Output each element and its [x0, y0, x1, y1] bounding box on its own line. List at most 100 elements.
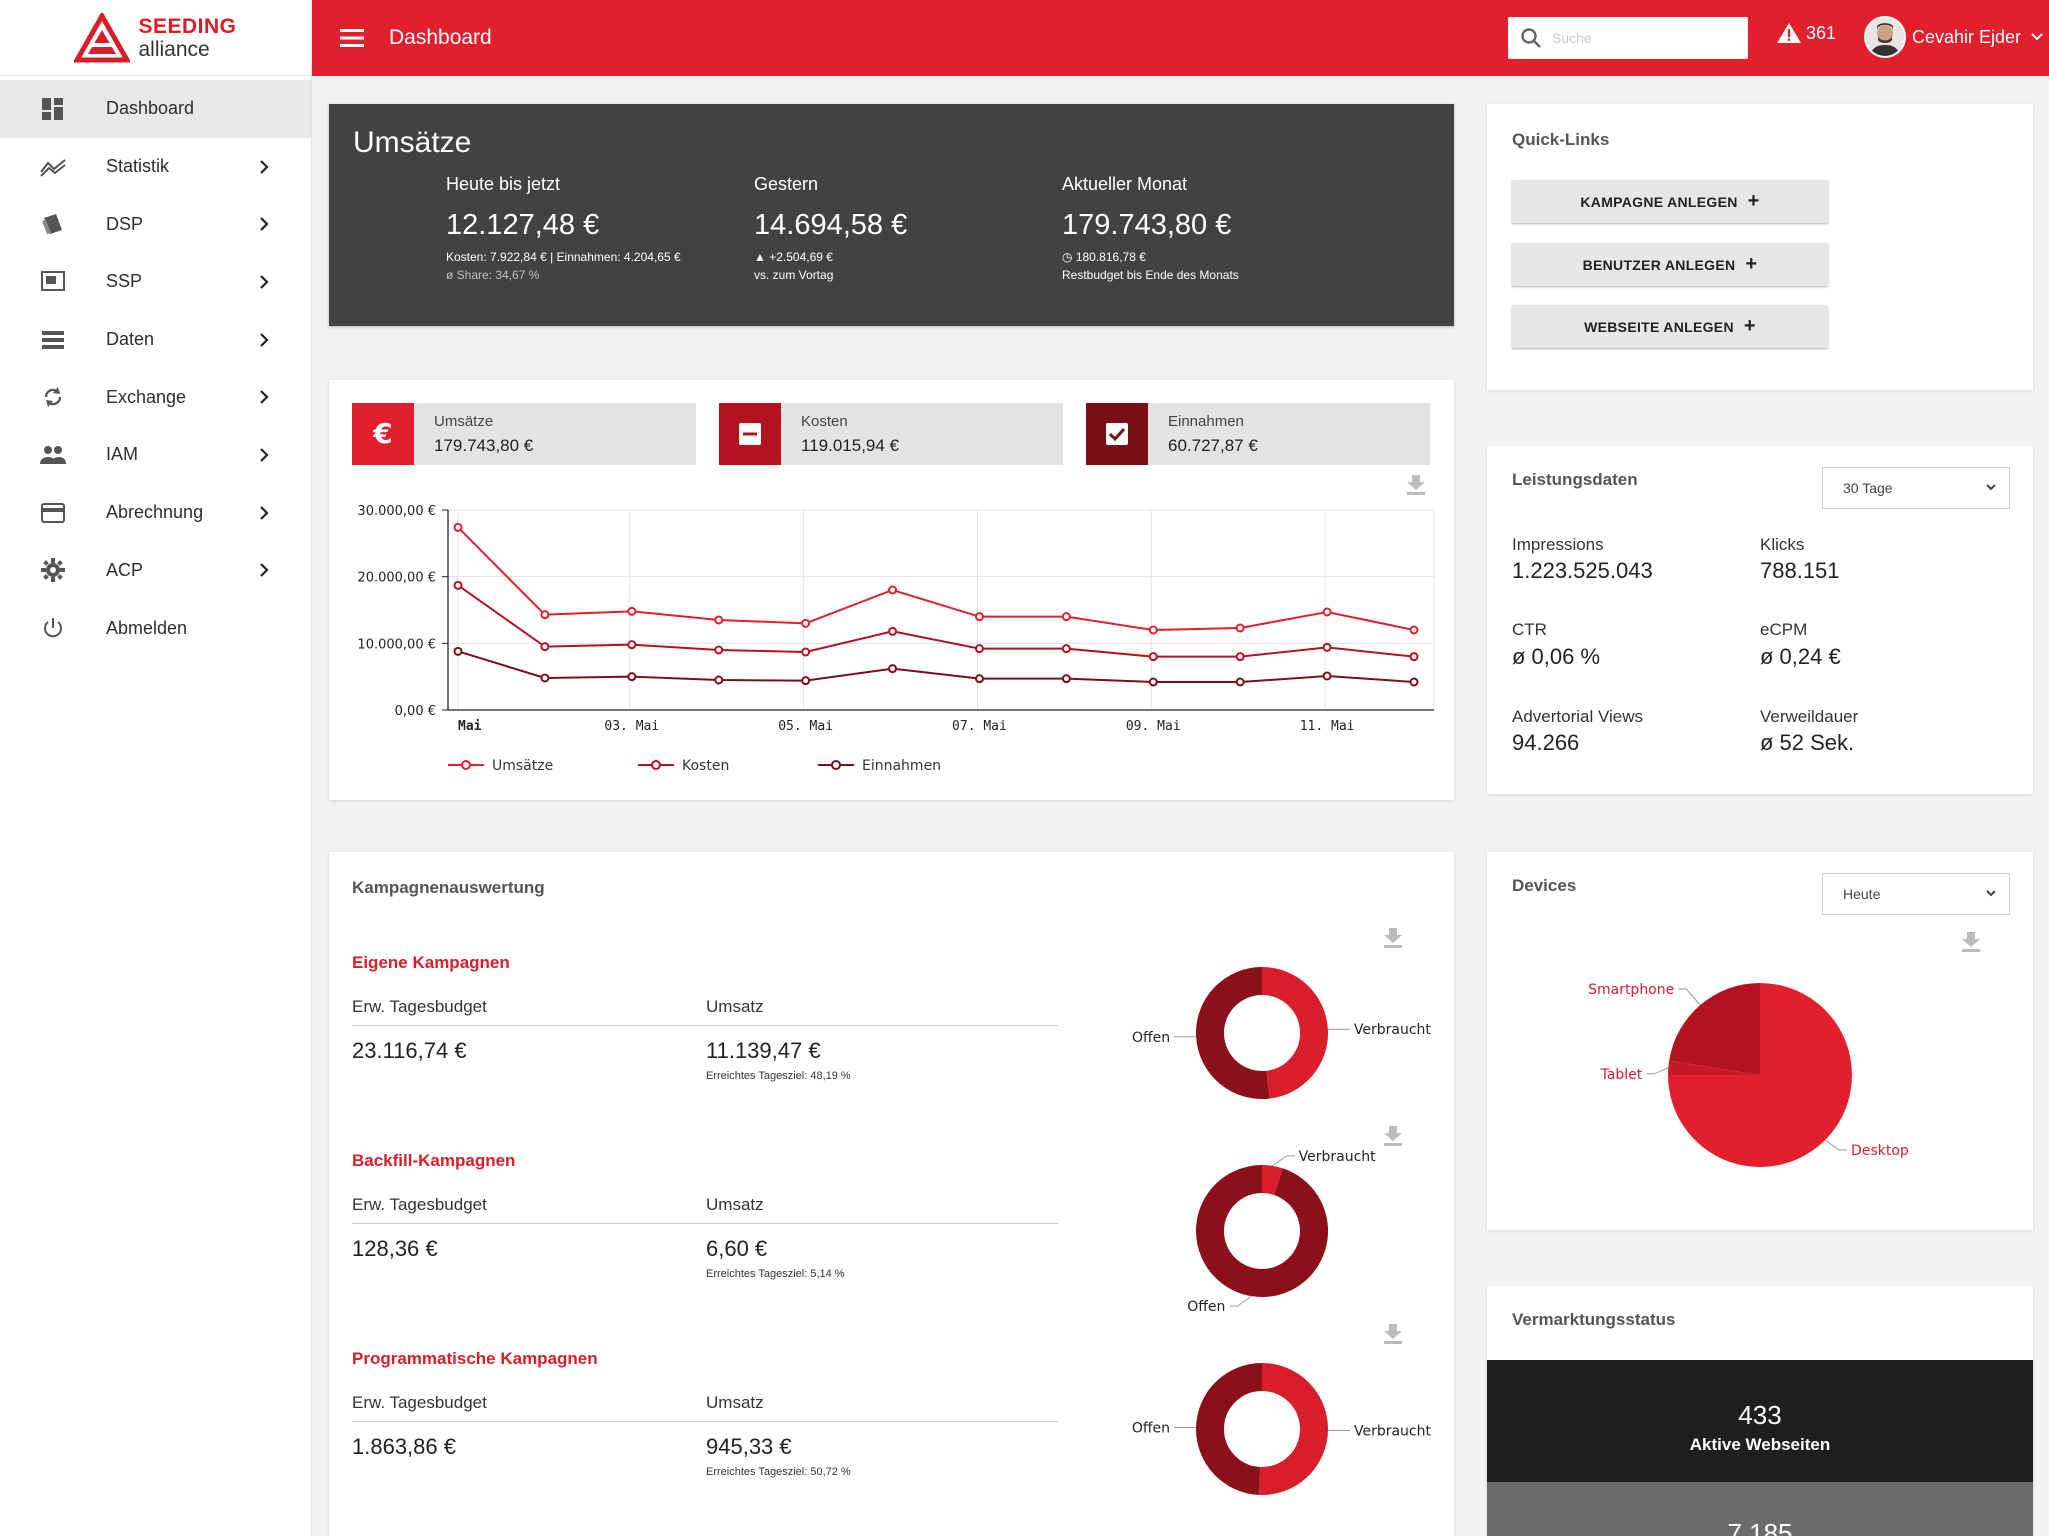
data-point[interactable] — [714, 645, 724, 655]
donut-segment-offen[interactable] — [1196, 967, 1270, 1099]
x-tick-label: 11. Mai — [1300, 719, 1355, 734]
sidebar-item-daten[interactable]: Daten — [0, 311, 311, 369]
data-point[interactable] — [1235, 623, 1245, 633]
clock-icon: ◷ — [1062, 250, 1076, 264]
menu-icon[interactable] — [339, 25, 365, 51]
data-point[interactable] — [1148, 677, 1158, 687]
data-point[interactable] — [888, 664, 898, 674]
sidebar-item-abrechnung[interactable]: Abrechnung — [0, 484, 311, 542]
svg-text:€: € — [372, 419, 392, 449]
download-icon[interactable] — [1406, 474, 1426, 496]
logo[interactable]: SEEDING alliance — [0, 0, 311, 76]
data-point[interactable] — [1322, 607, 1332, 617]
sidebar-item-exchange[interactable]: Exchange — [0, 368, 311, 426]
data-point[interactable] — [1061, 674, 1071, 684]
chevron-right-icon — [260, 217, 269, 231]
stat-label: eCPM — [1760, 620, 1808, 639]
legend-label[interactable]: Umsätze — [492, 758, 553, 774]
data-point[interactable] — [714, 615, 724, 625]
avatar — [1864, 16, 1906, 58]
period-select[interactable]: 30 Tage — [1822, 467, 2010, 509]
column-umsatz: Umsatz — [706, 997, 764, 1016]
quicklinks-title: Quick-Links — [1512, 130, 1610, 149]
stat-value: ø 52 Sek. — [1760, 730, 1855, 755]
sidebar-item-statistik[interactable]: Statistik — [0, 138, 311, 196]
column-umsatz: Umsatz — [706, 1195, 764, 1214]
data-point[interactable] — [540, 642, 550, 652]
donut-segment-verbraucht[interactable] — [1261, 967, 1328, 1099]
secondary-status-tile[interactable]: 7.185 — [1487, 1482, 2033, 1536]
active-websites-tile[interactable]: 433 Aktive Webseiten — [1487, 1360, 2033, 1482]
sidebar-item-iam[interactable]: IAM — [0, 426, 311, 484]
sidebar-item-label: Exchange — [106, 386, 187, 407]
data-point[interactable] — [540, 610, 550, 620]
alerts-button[interactable]: 361 — [1776, 22, 1836, 44]
devices-pie-chart: Desktop Tablet Smartphone — [1588, 982, 1909, 1167]
donut-segment-verbraucht[interactable] — [1259, 1363, 1328, 1495]
user-menu[interactable]: Cevahir Ejder — [1864, 16, 2043, 58]
data-point[interactable] — [627, 606, 637, 616]
data-point[interactable] — [453, 646, 463, 656]
data-point[interactable] — [1322, 671, 1332, 681]
legend-marker — [651, 760, 661, 770]
y-tick-label: 0,00 € — [395, 704, 436, 719]
data-point[interactable] — [627, 672, 637, 682]
revenue-title: Umsätze — [353, 126, 472, 159]
donut-segment-offen[interactable] — [1196, 1363, 1263, 1495]
download-icon[interactable] — [1961, 931, 1981, 953]
data-point[interactable] — [1409, 625, 1419, 635]
sidebar-item-acp[interactable]: ACP — [0, 542, 311, 600]
donut-segment-verbraucht[interactable] — [1261, 1165, 1283, 1196]
sidebar-item-abmelden[interactable]: Abmelden — [0, 599, 311, 657]
benutzer-anlegen-button[interactable]: BENUTZER ANLEGEN + — [1512, 243, 1828, 286]
download-icon[interactable] — [1383, 1125, 1403, 1147]
data-point[interactable] — [453, 580, 463, 590]
data-point[interactable] — [1148, 652, 1158, 662]
data-point[interactable] — [974, 612, 984, 622]
legend-label[interactable]: Kosten — [682, 758, 729, 774]
data-point[interactable] — [1235, 652, 1245, 662]
kpi-kosten[interactable]: Kosten 119.015,94 € — [719, 403, 1063, 465]
sidebar-item-dashboard[interactable]: Dashboard — [0, 80, 311, 138]
data-point[interactable] — [888, 585, 898, 595]
data-point[interactable] — [1061, 612, 1071, 622]
data-point[interactable] — [888, 626, 898, 636]
legend-label[interactable]: Einnahmen — [862, 758, 941, 774]
data-point[interactable] — [1148, 625, 1158, 635]
search-input[interactable] — [1552, 30, 1732, 46]
data-point[interactable] — [453, 522, 463, 532]
sidebar-item-dsp[interactable]: DSP — [0, 195, 311, 253]
data-point[interactable] — [801, 618, 811, 628]
kpi-value: 119.015,94 € — [801, 435, 899, 455]
donut-segment-offen[interactable] — [1196, 1165, 1328, 1297]
data-point[interactable] — [974, 644, 984, 654]
sidebar-item-ssp[interactable]: SSP — [0, 253, 311, 311]
data-point[interactable] — [974, 674, 984, 684]
kampagne-anlegen-button[interactable]: KAMPAGNE ANLEGEN + — [1512, 180, 1828, 223]
kpi-einnahmen[interactable]: Einnahmen 60.727,87 € — [1086, 403, 1430, 465]
active-websites-label: Aktive Webseiten — [1689, 1435, 1831, 1454]
webseite-anlegen-button[interactable]: WEBSEITE ANLEGEN + — [1512, 305, 1828, 348]
devices-period-select[interactable]: Heute — [1822, 873, 2010, 915]
data-point[interactable] — [714, 675, 724, 685]
sidebar-nav: Dashboard Statistik DSP SSP — [0, 80, 311, 657]
pie-slice-tablet[interactable] — [1668, 1060, 1760, 1075]
download-icon[interactable] — [1383, 927, 1403, 949]
data-point[interactable] — [1235, 677, 1245, 687]
data-point[interactable] — [801, 676, 811, 686]
download-icon[interactable] — [1383, 1323, 1403, 1345]
data-point[interactable] — [1409, 652, 1419, 662]
data-list-icon — [40, 327, 66, 353]
ssp-icon — [40, 269, 66, 295]
data-point[interactable] — [1409, 677, 1419, 687]
search-box[interactable] — [1508, 17, 1748, 59]
kpi-umsaetze[interactable]: € Umsätze 179.743,80 € — [352, 403, 696, 465]
data-point[interactable] — [1061, 644, 1071, 654]
data-point[interactable] — [627, 640, 637, 650]
stat-label: Verweildauer — [1760, 707, 1859, 726]
data-point[interactable] — [1322, 642, 1332, 652]
data-point[interactable] — [540, 673, 550, 683]
pie-slice-smartphone[interactable] — [1669, 983, 1760, 1075]
column-budget: Erw. Tagesbudget — [352, 1393, 487, 1412]
data-point[interactable] — [801, 647, 811, 657]
